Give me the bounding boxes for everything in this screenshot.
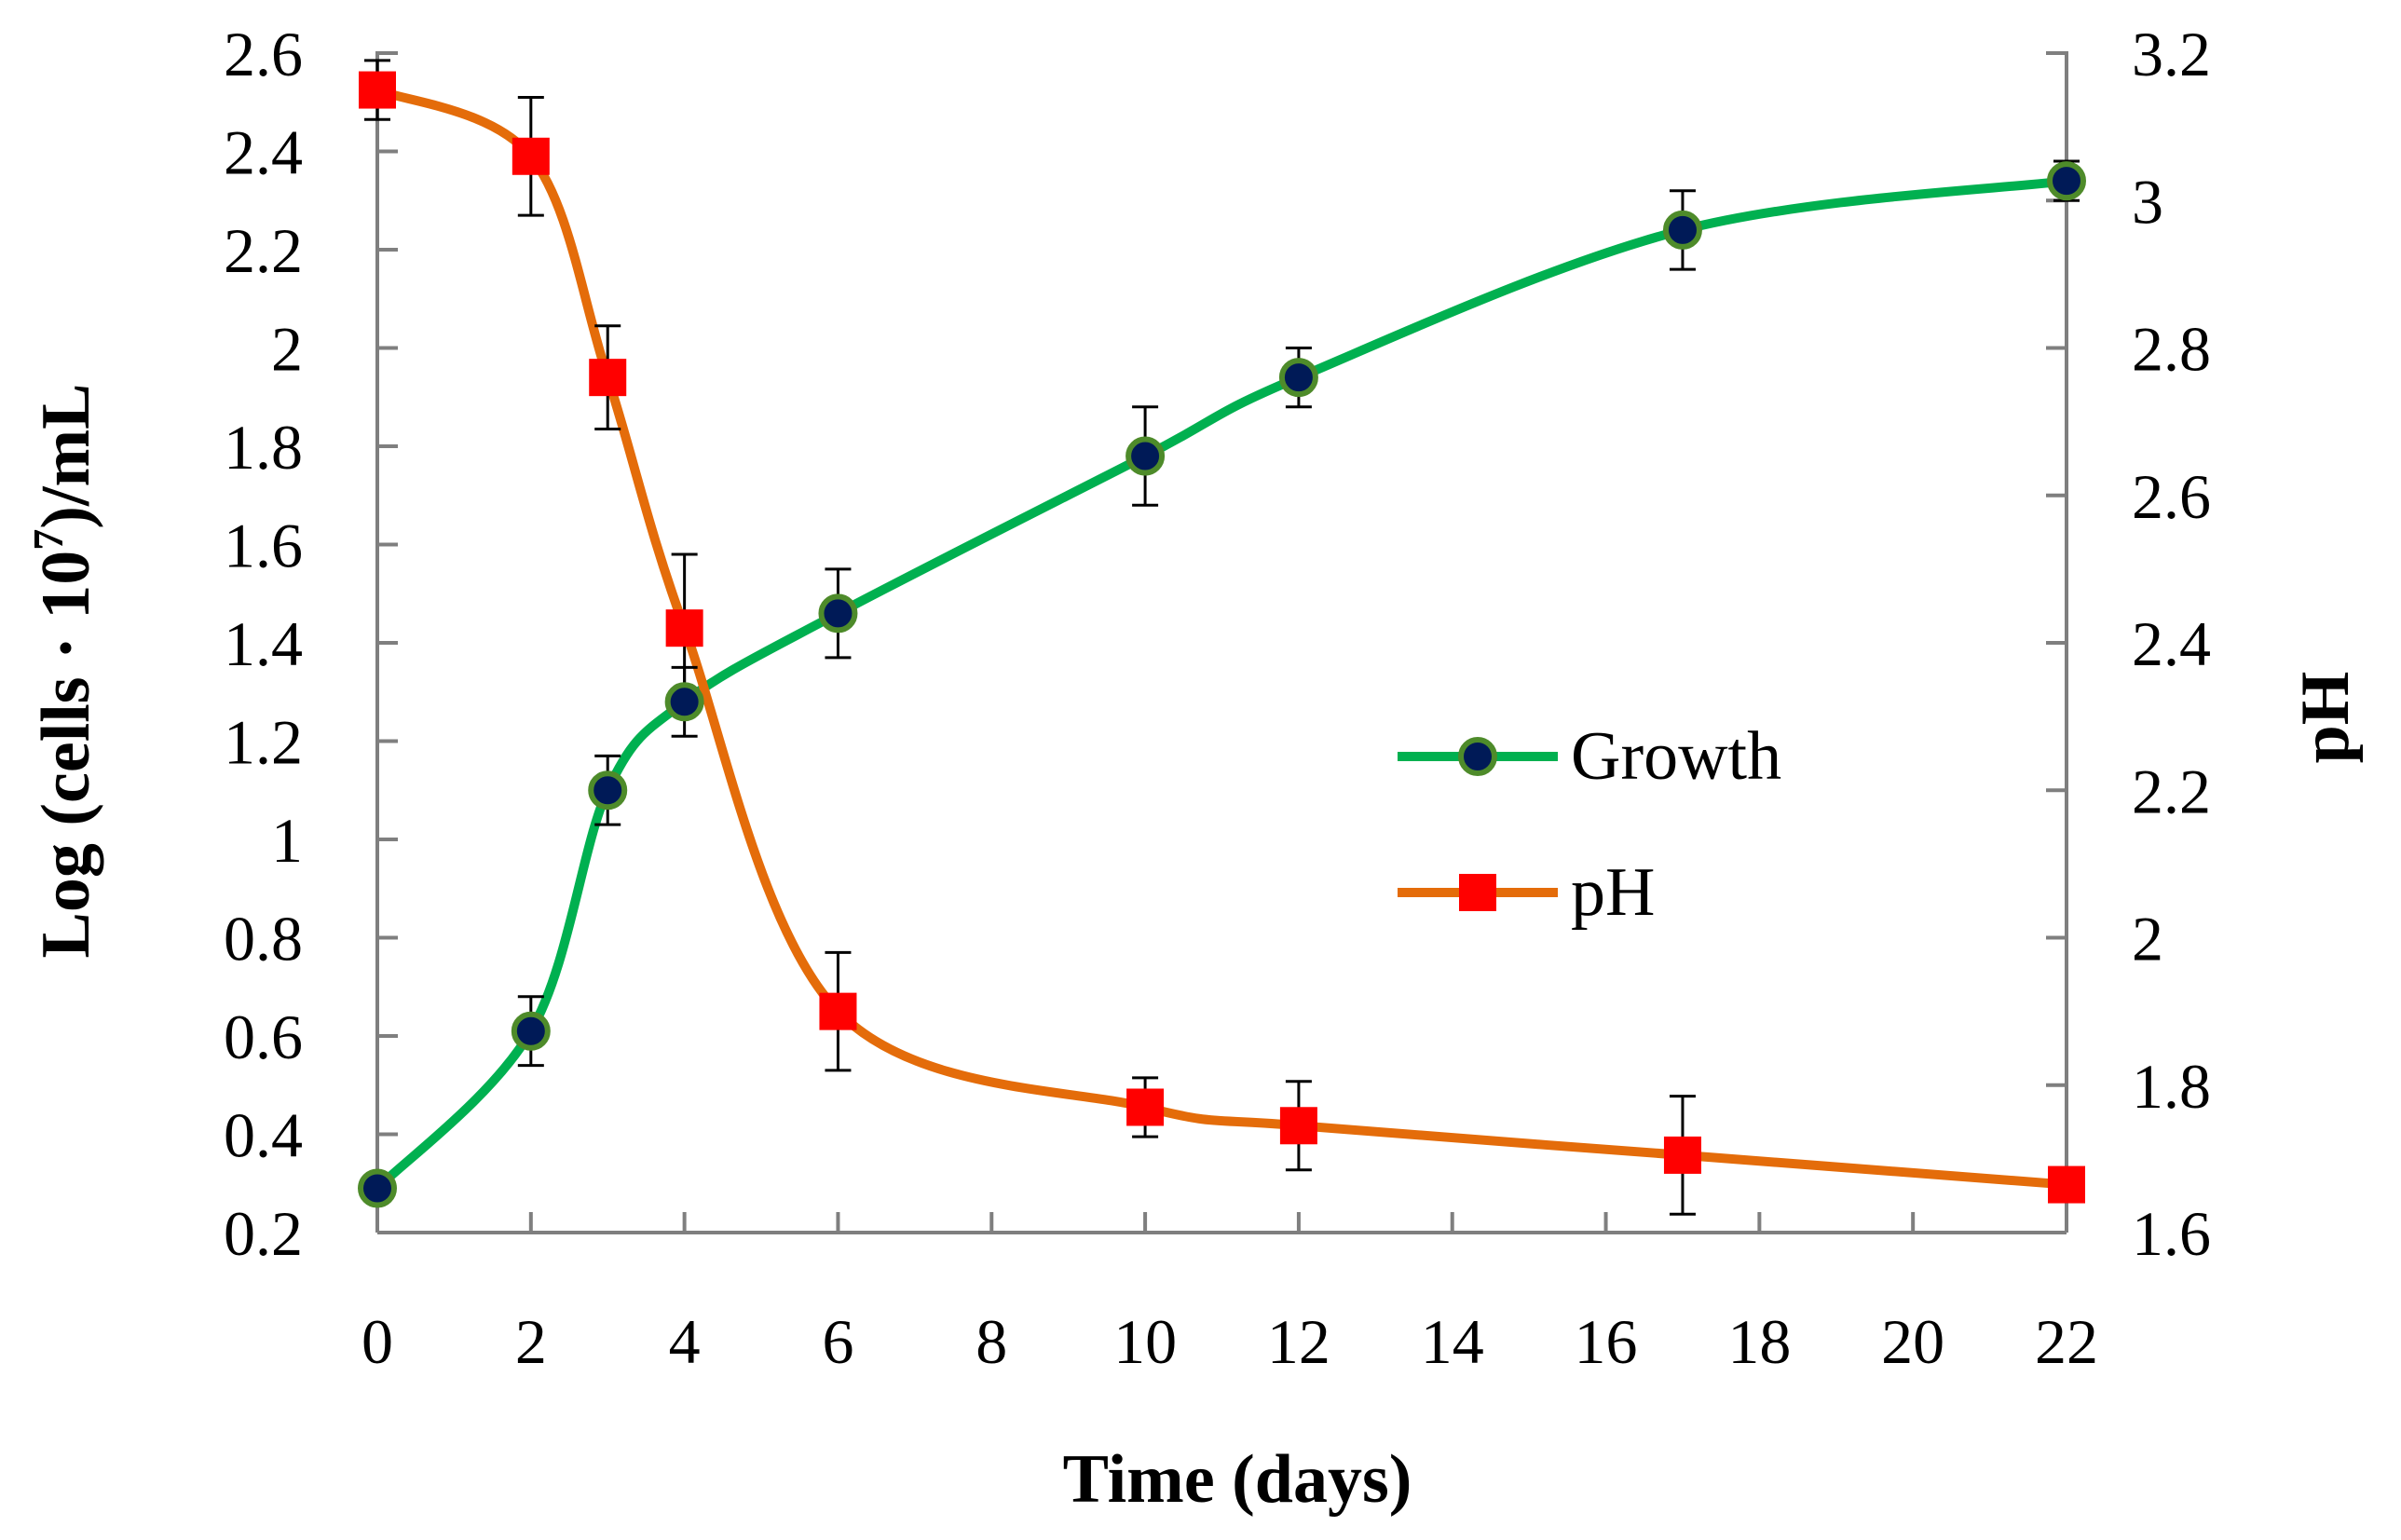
series-layer [358, 59, 2086, 1216]
growth-point [588, 770, 628, 811]
x-tick-label: 0 [362, 1306, 393, 1377]
y-left-tick-label: 2 [271, 314, 303, 385]
y-left-tick-label: 0.4 [224, 1100, 303, 1171]
y-axis-left-title-sup: 7 [24, 529, 72, 551]
y-axis-left-title-suffix: )/mL [28, 384, 104, 529]
y-left-tick-label: 1.4 [224, 608, 303, 679]
ph-point [1126, 1088, 1165, 1126]
x-tick-label: 4 [669, 1306, 701, 1377]
growth-line [373, 176, 2071, 1193]
ph-line [373, 85, 2071, 1190]
y-axis-left-title: Log (cells · 107)/mL [24, 384, 104, 959]
y-right-tick-label: 2 [2132, 904, 2163, 974]
x-tick-label: 22 [2035, 1306, 2098, 1377]
growth-point [2047, 161, 2086, 201]
legend-ph-label: pH [1571, 854, 1655, 931]
legend: Growth pH [1398, 718, 1781, 931]
legend-growth-marker [1458, 737, 1497, 776]
growth-point [664, 682, 704, 722]
x-tick-label: 14 [1421, 1306, 1484, 1377]
y-left-tick-label: 2.6 [224, 19, 303, 89]
ph-point [665, 609, 703, 647]
x-tick-label: 16 [1575, 1306, 1638, 1377]
ph-point [589, 359, 627, 397]
y-left-tick-label: 2.2 [224, 215, 303, 286]
x-tick-label: 18 [1727, 1306, 1791, 1377]
y-right-tick-label: 1.8 [2132, 1051, 2211, 1122]
x-axis-title: Time (days) [1063, 1441, 1412, 1518]
growth-point [1125, 436, 1166, 476]
y-left-tick-label: 1.2 [224, 707, 303, 778]
y-left-tick-label: 0.8 [224, 904, 303, 974]
y-axis-right-title: pH [2287, 672, 2364, 764]
y-right-tick-label: 2.6 [2132, 461, 2211, 532]
ph-point [512, 137, 550, 175]
y-left-tick-label: 1.6 [224, 511, 303, 581]
y-axis-left-title-prefix: Log (cells · 10 [28, 551, 104, 959]
y-left-tick-label: 2.4 [224, 117, 303, 188]
y-right-tick-label: 3 [2132, 166, 2163, 237]
growth-point [818, 593, 858, 634]
ph-point [1279, 1107, 1317, 1145]
axes: 0 2 4 6 8 10 12 14 16 18 20 220.20.40.60.811.21.41.… [224, 19, 2211, 1377]
ph-point [2048, 1165, 2085, 1204]
legend-growth-label: Growth [1571, 718, 1781, 795]
series-lines [373, 85, 2071, 1193]
x-tick-label: 20 [1881, 1306, 1944, 1377]
y-right-tick-label: 1.6 [2132, 1198, 2211, 1269]
legend-ph-marker [1459, 874, 1496, 911]
growth-point [358, 1168, 397, 1208]
y-right-tick-label: 2.4 [2132, 608, 2211, 679]
x-tick-label: 2 [515, 1306, 547, 1377]
y-left-tick-label: 1 [271, 805, 303, 876]
error-bars [364, 59, 2080, 1216]
x-tick-label: 6 [822, 1306, 853, 1377]
ph-point [1663, 1136, 1701, 1174]
series-markers [358, 71, 2086, 1208]
x-tick-label: 8 [975, 1306, 1007, 1377]
y-right-tick-label: 2.2 [2132, 756, 2211, 826]
ph-point [819, 992, 857, 1030]
x-tick-label: 12 [1267, 1306, 1330, 1377]
y-right-tick-label: 2.8 [2132, 314, 2211, 385]
ph-point [359, 71, 396, 109]
growth-point [1278, 358, 1318, 398]
growth-point [1662, 210, 1702, 250]
y-right-tick-label: 3.2 [2132, 19, 2211, 89]
y-left-tick-label: 1.8 [224, 412, 303, 483]
y-left-tick-label: 0.2 [224, 1198, 303, 1269]
y-left-tick-label: 0.6 [224, 1002, 303, 1072]
x-tick-label: 10 [1113, 1306, 1177, 1377]
growth-point [511, 1011, 551, 1051]
